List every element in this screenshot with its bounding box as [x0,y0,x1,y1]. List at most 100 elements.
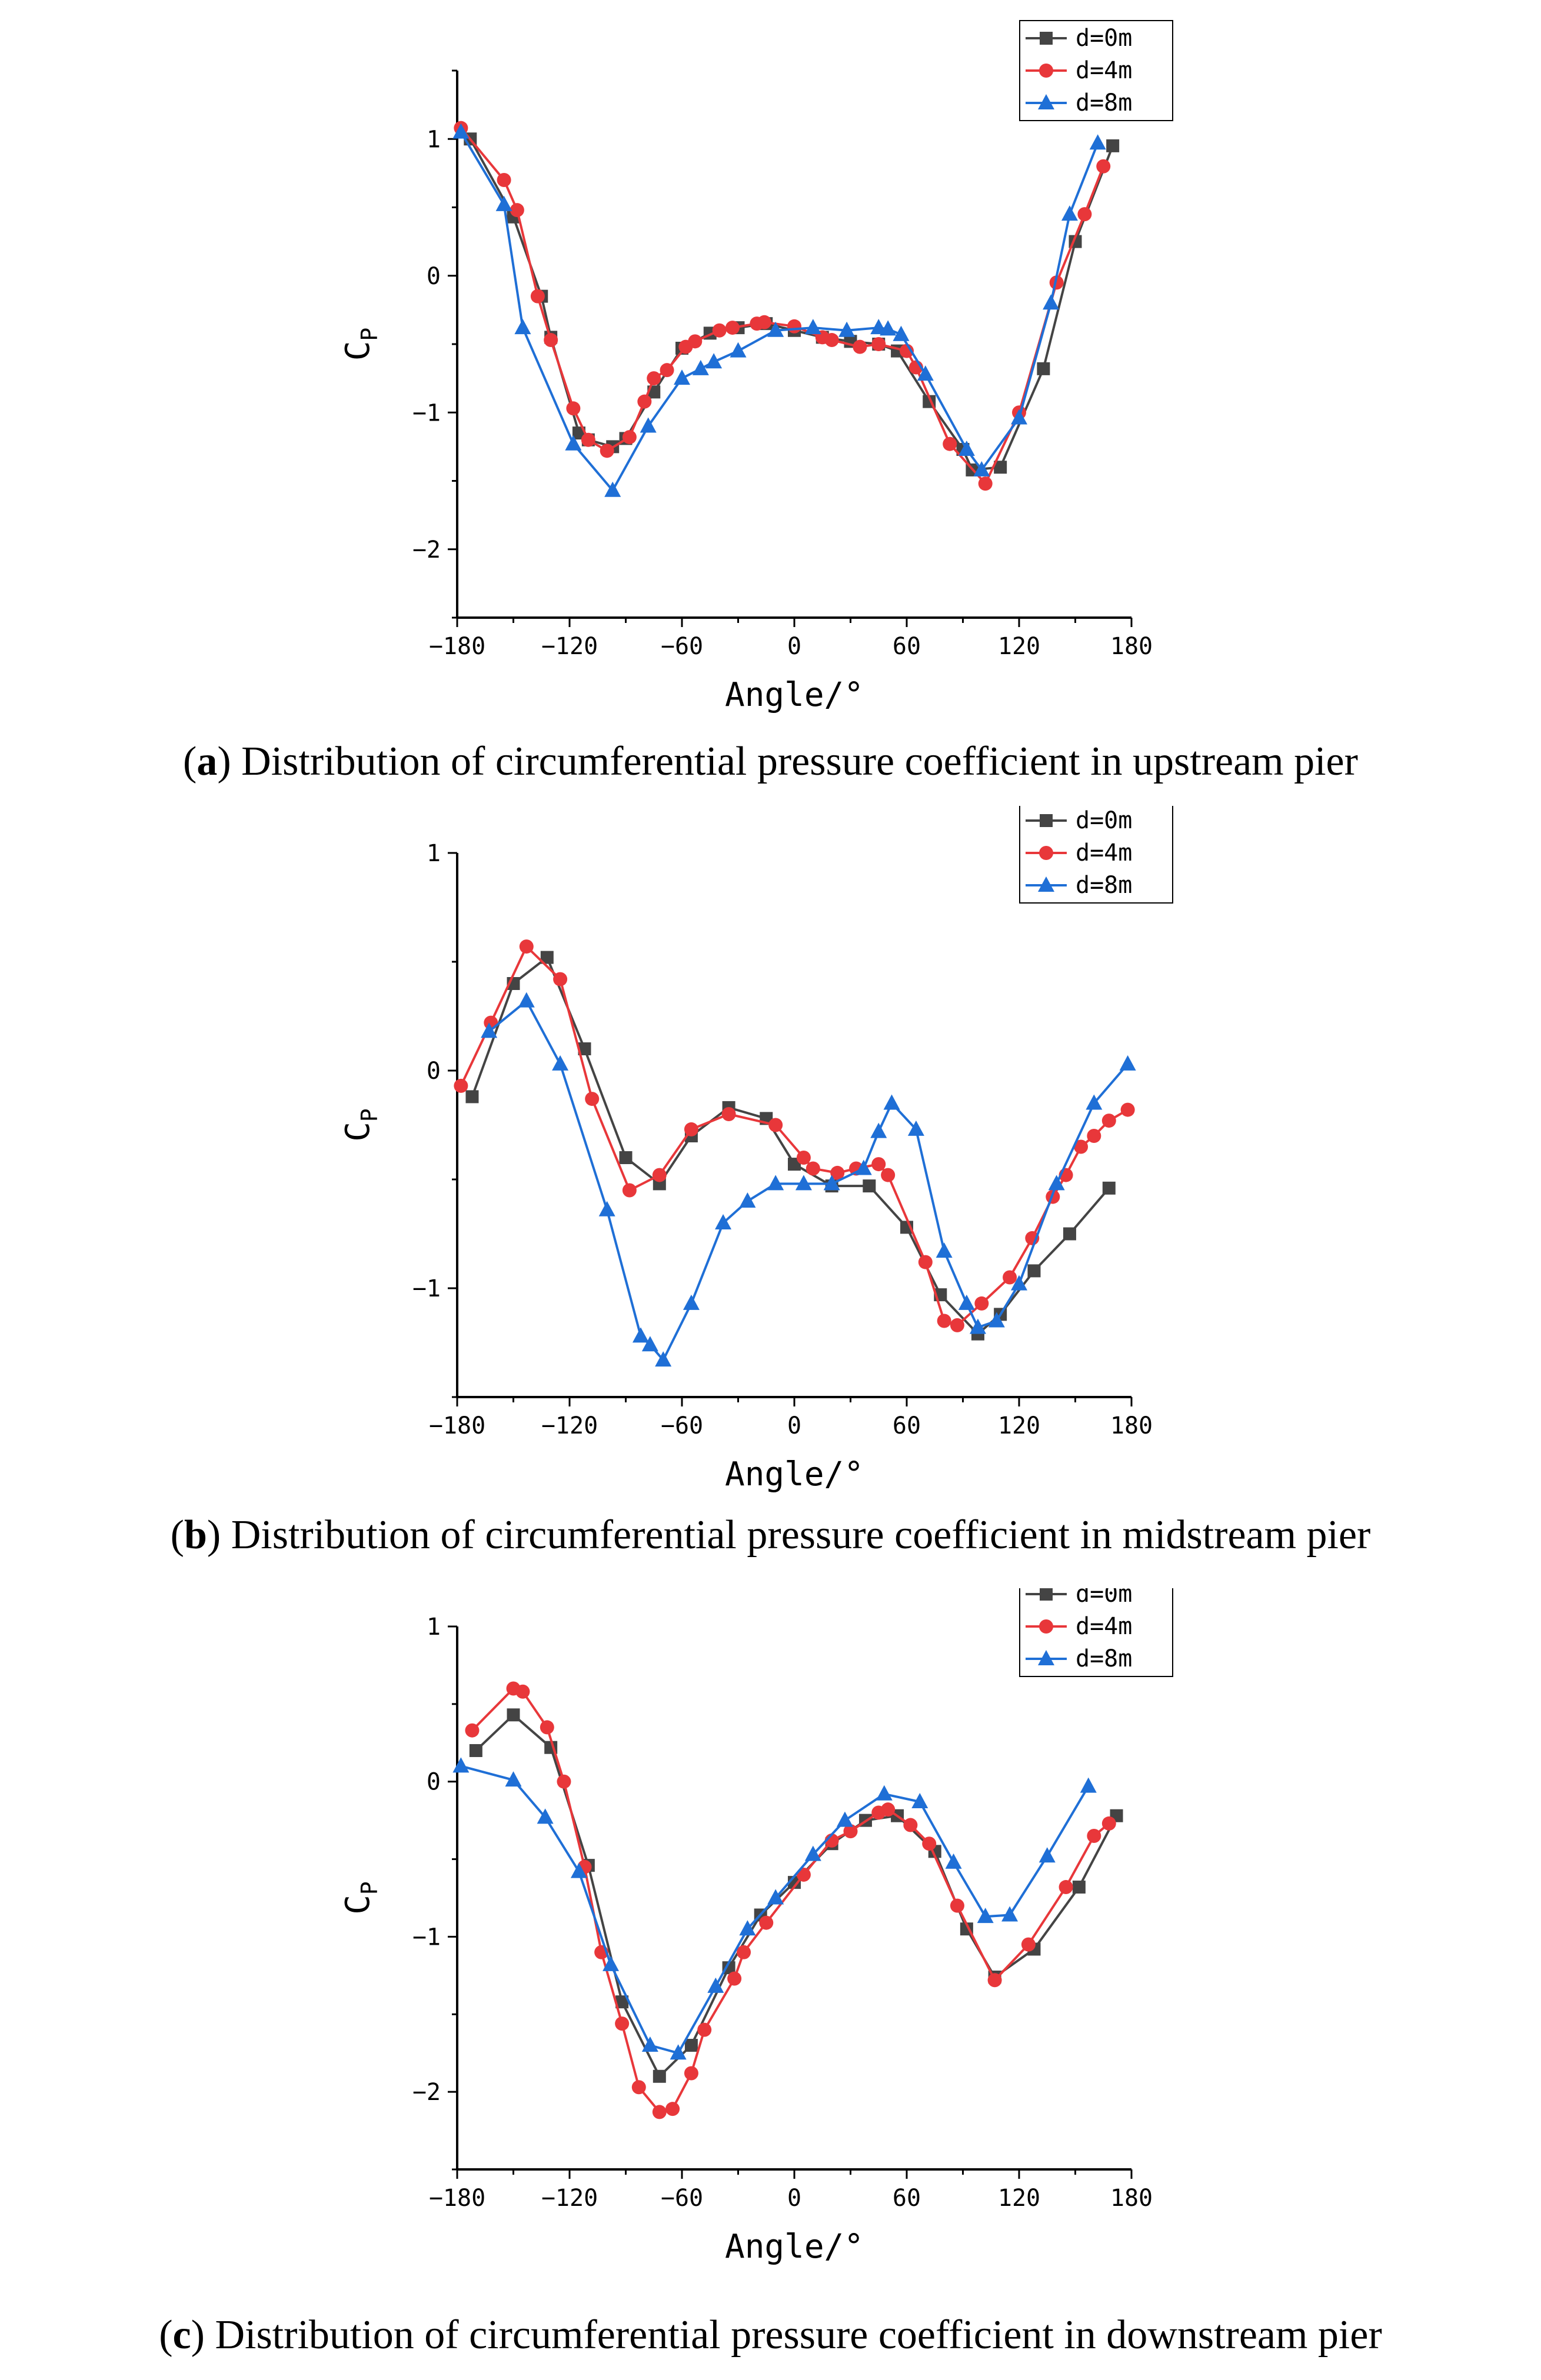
x-tick-label: −180 [429,1412,485,1439]
data-point [688,334,703,349]
data-point [537,1808,554,1824]
data-point [1003,1270,1017,1285]
data-point [739,1192,756,1208]
data-point [911,1792,928,1808]
data-point [1101,1816,1116,1831]
data-point [1119,1055,1136,1071]
legend-label: d=4m [1076,839,1132,866]
data-point [454,1078,468,1093]
caption-letter-a: a [197,739,218,784]
data-point [566,401,581,416]
y-tick-label: 1 [427,1614,441,1641]
data-point [903,1818,918,1832]
x-axis-label: Angle/° [725,1455,864,1494]
y-axis-label-sub: P [357,328,382,341]
chart-svg-b: −180 −120 −60 0 60 120 180 1 0 −1 Angle/° CP d=0m d=4… [339,806,1173,1494]
data-point [978,476,993,491]
data-point [641,1336,658,1352]
data-point [619,1151,633,1164]
data-point [994,461,1007,474]
data-point [1027,1264,1041,1278]
legend-label: d=0m [1076,807,1132,834]
x-tick-label: −120 [541,633,598,660]
data-point [1043,294,1060,310]
y-tick-label: 1 [427,126,441,153]
data-point [958,441,975,456]
data-point [452,123,470,139]
data-point [604,481,621,497]
x-tick-label: 120 [998,1412,1040,1439]
data-point [936,1242,953,1258]
data-point [674,369,690,385]
data-point [1039,1847,1056,1863]
data-point [615,2016,630,2031]
data-point [469,1744,482,1757]
data-point [665,2102,680,2116]
legend-label: d=8m [1076,1645,1132,1672]
data-point [883,1094,900,1110]
y-tick-label: 0 [427,1769,441,1796]
data-point [670,2044,687,2060]
data-point [660,363,674,378]
data-point [943,436,957,451]
data-point [830,1165,845,1180]
data-point [863,1179,876,1193]
data-point [515,1684,530,1699]
caption-text-c: Distribution of circumferential pressure… [215,2312,1382,2358]
data-point [622,430,637,445]
data-point [917,365,934,381]
legend-label: d=4m [1076,57,1132,84]
y-tick-label: −2 [412,536,441,564]
x-tick-label: −120 [541,2185,598,2212]
y-axis-label: CP [339,1108,382,1142]
data-point [958,1294,975,1310]
data-point [727,1971,742,1986]
x-tick-label: 0 [787,633,801,660]
caption-letter-c: c [172,2312,191,2358]
data-point [632,1327,649,1343]
data-point [795,1175,812,1191]
x-tick-label: −120 [541,1412,598,1439]
data-point [973,461,990,476]
data-point [1086,1094,1103,1110]
x-tick-label: −60 [661,633,703,660]
chart-panel-c: −180 −120 −60 0 60 120 180 1 0 −1 −2 Angle/° CP d=0m d… [0,1588,1541,2380]
data-point [838,321,856,337]
legend-label: d=0m [1076,1588,1132,1608]
data-point [757,315,772,329]
y-axis-label: CP [339,328,382,361]
legend-label: d=4m [1076,1613,1132,1640]
data-point [1106,139,1120,152]
series-line-d=4m [460,127,1105,486]
data-point [721,1107,736,1121]
data-point [495,195,512,211]
data-point [804,1845,821,1861]
data-point [540,951,554,964]
data-point [880,320,897,336]
data-point [804,319,821,335]
data-point [497,173,511,187]
y-tick-label: 0 [427,263,441,290]
x-tick-label: 0 [787,2185,801,2212]
data-point [684,2039,698,2052]
data-point [600,444,614,458]
data-point [855,1159,872,1175]
legend-marker [1038,876,1054,892]
data-point [465,1723,480,1738]
data-point [712,323,727,338]
x-tick-label: 0 [787,1412,801,1439]
data-point [578,1042,591,1055]
data-point [598,1201,615,1216]
data-point [1080,1777,1097,1793]
data-point [518,992,535,1008]
series-line-d=0m [475,1713,1118,2079]
data-point [1063,1227,1076,1241]
y-tick-label: −2 [412,2079,441,2106]
legend-label: d=8m [1076,89,1132,116]
data-point [452,1757,470,1773]
data-point [737,1945,751,1959]
data-point [1102,1181,1116,1195]
data-point [1074,1139,1089,1154]
data-point [853,339,867,354]
data-point [824,333,839,348]
